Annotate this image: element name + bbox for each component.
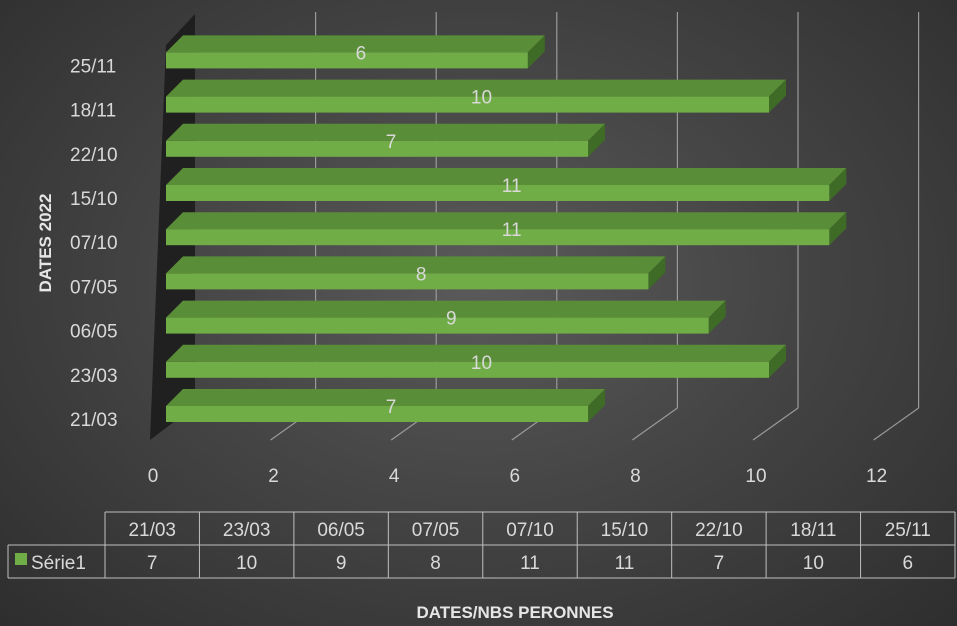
bars: 7 10 9 8 11 11 7 10 6 (166, 35, 847, 422)
bar-top (166, 300, 726, 318)
y-tick-label: 22/10 (70, 145, 118, 166)
table-header-cell: 22/10 (695, 520, 743, 541)
gridline-floor (752, 407, 799, 441)
y-tick-label: 07/05 (70, 277, 118, 298)
table-value-cell: 7 (147, 553, 158, 574)
y-tick-label: 21/03 (70, 410, 118, 431)
bar-top (166, 389, 606, 406)
bar-top (166, 168, 847, 185)
table-header-cell: 18/11 (790, 520, 836, 541)
x-tick-labels: 0 2 4 6 8 10 12 (148, 466, 887, 487)
bar-front (166, 361, 769, 378)
table-header-cell: 07/10 (506, 520, 554, 541)
y-tick-label: 15/10 (70, 189, 118, 210)
data-label: 8 (416, 264, 427, 285)
bar-front (166, 229, 830, 246)
bar-side (829, 212, 847, 246)
gridline-floor (873, 407, 919, 441)
table-header-cell: 23/03 (223, 520, 271, 541)
bar-front (166, 185, 830, 201)
bar-top (166, 256, 666, 274)
x-tick-label: 2 (268, 466, 279, 487)
data-label: 6 (356, 43, 367, 64)
x-tick-label: 10 (745, 466, 766, 487)
legend-label: Série1 (31, 553, 86, 574)
bar-side (588, 123, 606, 157)
bar-side (769, 344, 786, 378)
bar-front (166, 273, 649, 290)
bar (166, 79, 786, 113)
bar-top (166, 212, 847, 230)
gridline-floor (632, 407, 678, 441)
bar-front (166, 140, 589, 157)
data-table: 21/03 7 23/03 10 06/05 9 07/05 8 07/10 11 15/10 11 2… (7, 511, 956, 579)
bar (166, 35, 545, 69)
table-value-cell: 9 (336, 553, 347, 574)
table-header-cell: 21/03 (128, 520, 176, 541)
y-axis-title: DATES 2022 (36, 194, 55, 293)
table-value-cell: 8 (430, 553, 441, 574)
x-tick-label: 0 (148, 466, 159, 487)
y-tick-label: 07/10 (70, 233, 118, 254)
data-label: 7 (386, 132, 397, 153)
bar-top (166, 79, 786, 97)
x-tick-label: 12 (866, 466, 887, 487)
bar-top (166, 35, 545, 53)
data-label: 7 (386, 397, 397, 418)
table-header-cell: 07/05 (412, 520, 460, 541)
bar (166, 123, 606, 157)
table-value-cell: 10 (236, 553, 257, 574)
table-value-cell: 11 (615, 553, 635, 574)
table-header-cell: 06/05 (317, 520, 365, 541)
y-tick-label: 25/11 (70, 56, 116, 77)
bar-side (708, 300, 726, 334)
table-value-cell: 10 (803, 553, 824, 574)
bar-front (166, 317, 709, 334)
bar-side (648, 256, 666, 290)
data-label: 11 (502, 176, 522, 197)
table-header-cell: 25/11 (885, 520, 931, 541)
bar (166, 168, 847, 201)
x-tick-label: 4 (389, 466, 400, 487)
table-header-cell: 15/10 (601, 520, 649, 541)
y-tick-label: 18/11 (70, 101, 116, 122)
bar-front (166, 406, 589, 422)
x-axis-title: DATES/NBS PERONNES (416, 603, 613, 622)
y-tick-label: 06/05 (70, 322, 118, 343)
bar (166, 212, 847, 246)
bar-side (829, 168, 847, 201)
x-tick-label: 6 (510, 466, 521, 487)
data-label: 10 (471, 353, 492, 374)
table-value-cell: 11 (520, 553, 540, 574)
table-value-cell: 7 (714, 553, 725, 574)
bar-side (769, 79, 786, 113)
bar (166, 256, 666, 290)
bar-side (527, 35, 545, 69)
bar-front (166, 96, 769, 113)
x-tick-label: 8 (630, 466, 641, 487)
table-value-cell: 6 (902, 553, 913, 574)
bar (166, 344, 786, 378)
y-tick-labels: 21/03 23/03 06/05 07/05 07/10 15/10 22/10 18/11… (70, 56, 118, 431)
legend-swatch (15, 553, 27, 565)
bar-top (166, 123, 606, 141)
bar (166, 300, 726, 334)
bar-front (166, 52, 528, 69)
data-label: 10 (471, 88, 492, 109)
bar-top (166, 344, 786, 362)
data-label: 11 (502, 220, 522, 241)
data-label: 9 (446, 309, 457, 330)
bar-side (588, 389, 606, 422)
y-tick-label: 23/03 (70, 366, 118, 387)
bar (166, 389, 606, 422)
